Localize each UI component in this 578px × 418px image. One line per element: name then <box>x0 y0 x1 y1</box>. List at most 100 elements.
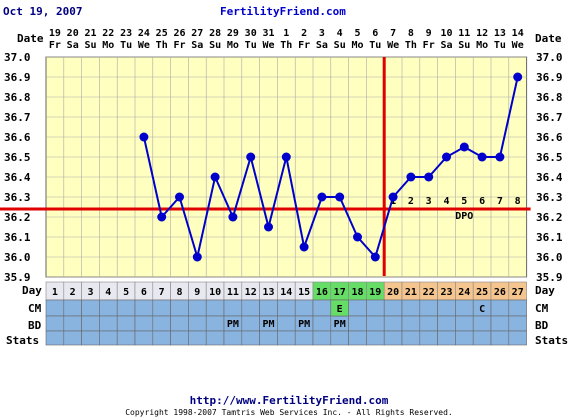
bd-cell <box>419 315 438 332</box>
date-label: 4 <box>337 28 343 39</box>
temperature-point <box>406 172 416 182</box>
weekday-label: Th <box>156 40 168 51</box>
cm-value: C <box>479 304 485 315</box>
cycle-day-label: 27 <box>512 287 524 298</box>
temperature-line <box>142 76 519 261</box>
y-tick-label-left: 36.4 <box>4 171 31 184</box>
cm-cell <box>348 299 367 317</box>
cm-row-label-right: CM <box>535 302 549 315</box>
temperature-point <box>442 152 451 162</box>
stats-cell <box>330 330 349 346</box>
cm-cell <box>170 299 189 317</box>
y-tick-label-left: 36.1 <box>4 231 31 244</box>
stats-cell <box>81 330 100 346</box>
weekday-label: Th <box>280 40 292 51</box>
y-tick-label-right: 36.6 <box>536 131 563 144</box>
bd-cell <box>63 315 82 332</box>
weekday-label: We <box>512 40 524 51</box>
cycle-day-label: 19 <box>369 287 381 298</box>
date-label: 21 <box>84 28 96 39</box>
cycle-day-label: 17 <box>334 287 346 298</box>
bd-value: PM <box>298 319 310 330</box>
weekday-label: We <box>387 40 399 51</box>
cm-cell <box>259 299 278 317</box>
cycle-day-label: 13 <box>262 287 274 298</box>
weekday-label: Fr <box>173 40 185 51</box>
weekday-label: Mo <box>351 40 363 51</box>
weekday-label: Fr <box>298 40 310 51</box>
weekday-label: Tu <box>120 40 132 51</box>
weekday-label: Fr <box>49 40 61 51</box>
header-site[interactable]: FertilityFriend.com <box>220 5 346 18</box>
y-tick-label-right: 36.8 <box>536 91 563 104</box>
cm-cell <box>455 299 474 317</box>
bd-cell <box>241 315 260 332</box>
stats-cell <box>383 330 403 346</box>
weekday-label: Fr <box>423 40 435 51</box>
stats-cell <box>348 330 367 346</box>
cycle-day-label: 4 <box>105 287 111 298</box>
cycle-day-label: 16 <box>316 287 328 298</box>
date-label: 2 <box>301 28 307 39</box>
y-tick-label-right: 36.1 <box>536 231 563 244</box>
temperature-point <box>139 132 149 142</box>
temperature-point <box>335 192 345 202</box>
y-tick-label-right: 37.0 <box>536 51 563 64</box>
date-label: 24 <box>138 28 150 39</box>
bd-cell <box>134 315 154 332</box>
date-label: 22 <box>102 28 114 39</box>
dpo-number: 4 <box>443 196 449 207</box>
temperature-point <box>424 172 434 182</box>
cycle-day-label: 24 <box>458 287 470 298</box>
dpo-number: 8 <box>515 196 521 207</box>
bd-cell <box>170 315 189 332</box>
y-tick-label-left: 35.9 <box>4 271 31 284</box>
stats-cell <box>134 330 154 346</box>
cm-cell <box>419 299 438 317</box>
date-label: 26 <box>173 28 185 39</box>
weekday-label: Sa <box>440 40 452 51</box>
cm-value: E <box>337 304 343 315</box>
cycle-day-label: 12 <box>245 287 257 298</box>
bd-cell <box>472 315 492 332</box>
stats-cell <box>188 330 207 346</box>
date-label: 12 <box>476 28 488 39</box>
cm-cell <box>116 299 136 317</box>
weekday-label: Su <box>209 40 221 51</box>
stats-cell <box>401 330 421 346</box>
y-tick-label-right: 36.3 <box>536 191 563 204</box>
temperature-point <box>228 212 238 222</box>
y-tick-label-right: 36.0 <box>536 251 563 264</box>
temperature-point <box>175 192 184 202</box>
stats-cell <box>223 330 243 346</box>
dpo-number: 2 <box>408 196 414 207</box>
y-tick-label-right: 36.2 <box>536 211 563 224</box>
cm-cell <box>490 299 510 317</box>
y-tick-label-right: 36.4 <box>536 171 563 184</box>
temperature-point <box>495 152 505 162</box>
temperature-point <box>459 142 469 152</box>
date-row-label-left: Date <box>17 32 44 45</box>
cm-cell <box>401 299 421 317</box>
stats-cell <box>205 330 225 346</box>
temperature-point <box>299 242 309 252</box>
cm-cell <box>188 299 207 317</box>
y-tick-label-right: 35.9 <box>536 271 563 284</box>
cm-cell <box>508 299 527 317</box>
date-label: 3 <box>319 28 325 39</box>
dpo-number: 5 <box>461 196 467 207</box>
date-label: 14 <box>512 28 524 39</box>
y-tick-label-left: 36.3 <box>4 191 31 204</box>
temperature-point <box>281 152 291 162</box>
stats-cell <box>99 330 118 346</box>
temperature-point <box>317 192 327 202</box>
y-tick-label-left: 36.5 <box>4 151 31 164</box>
temperature-point <box>370 252 380 262</box>
plot-area <box>45 56 528 278</box>
cm-cell <box>277 299 296 317</box>
stats-cell <box>437 330 456 346</box>
cm-cell <box>205 299 225 317</box>
footer-url[interactable]: http://www.FertilityFriend.com <box>190 394 389 407</box>
date-label: 10 <box>440 28 452 39</box>
header-date: Oct 19, 2007 <box>3 5 82 18</box>
